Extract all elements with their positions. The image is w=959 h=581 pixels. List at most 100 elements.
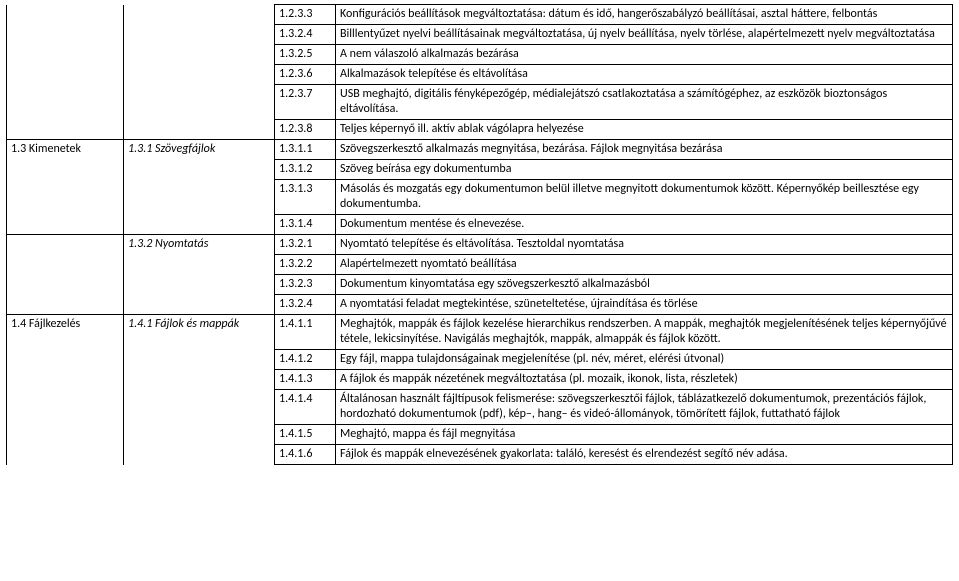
table-row: 1.3.2.5A nem válaszoló alkalmazás bezárá…: [7, 45, 953, 65]
description-cell: Konfigurációs beállítások megváltoztatás…: [336, 5, 953, 25]
table-row: 1.3.1.2Szöveg beírása egy dokumentumba: [7, 160, 953, 180]
code-cell: 1.2.3.7: [275, 85, 336, 120]
table-row: 1.3.2 Nyomtatás1.3.2.1Nyomtató telepítés…: [7, 235, 953, 255]
subcategory-cell: [124, 295, 275, 315]
description-cell: Alkalmazások telepítése és eltávolítása: [336, 65, 953, 85]
table-row: 1.4.1.2Egy fájl, mappa tulajdonságainak …: [7, 350, 953, 370]
category-cell: [7, 275, 124, 295]
category-cell: [7, 160, 124, 180]
table-row: 1.4.1.3A fájlok és mappák nézetének megv…: [7, 370, 953, 390]
code-cell: 1.3.1.1: [275, 140, 336, 160]
description-cell: Alapértelmezett nyomtató beállítása: [336, 255, 953, 275]
description-cell: Dokumentum kinyomtatása egy szövegszerke…: [336, 275, 953, 295]
table-row: 1.3.2.3Dokumentum kinyomtatása egy szöve…: [7, 275, 953, 295]
subcategory-cell: [124, 255, 275, 275]
category-cell: [7, 235, 124, 255]
category-cell: [7, 5, 124, 25]
code-cell: 1.3.1.4: [275, 215, 336, 235]
description-cell: Dokumentum mentése és elnevezése.: [336, 215, 953, 235]
code-cell: 1.3.2.4: [275, 295, 336, 315]
subcategory-cell: [124, 390, 275, 425]
table-row: 1.3.1.4Dokumentum mentése és elnevezése.: [7, 215, 953, 235]
description-cell: Másolás és mozgatás egy dokumentumon bel…: [336, 180, 953, 215]
subcategory-cell: [124, 350, 275, 370]
description-cell: Szövegszerkesztő alkalmazás megnyitása, …: [336, 140, 953, 160]
code-cell: 1.3.2.5: [275, 45, 336, 65]
category-cell: [7, 215, 124, 235]
description-cell: Egy fájl, mappa tulajdonságainak megjele…: [336, 350, 953, 370]
description-cell: Meghajtók, mappák és fájlok kezelése hie…: [336, 315, 953, 350]
category-cell: [7, 65, 124, 85]
category-cell: 1.3 Kimenetek: [7, 140, 124, 160]
table-row: 1.3.2.2Alapértelmezett nyomtató beállítá…: [7, 255, 953, 275]
code-cell: 1.4.1.1: [275, 315, 336, 350]
category-cell: [7, 445, 124, 465]
code-cell: 1.3.1.3: [275, 180, 336, 215]
subcategory-cell: [124, 445, 275, 465]
category-cell: [7, 25, 124, 45]
subcategory-cell: [124, 5, 275, 25]
subcategory-cell: [124, 85, 275, 120]
category-cell: [7, 295, 124, 315]
table-row: 1.3.1.3Másolás és mozgatás egy dokumentu…: [7, 180, 953, 215]
category-cell: [7, 45, 124, 65]
code-cell: 1.2.3.8: [275, 120, 336, 140]
subcategory-cell: 1.3.2 Nyomtatás: [124, 235, 275, 255]
code-cell: 1.4.1.5: [275, 425, 336, 445]
description-cell: Szöveg beírása egy dokumentumba: [336, 160, 953, 180]
category-cell: [7, 120, 124, 140]
content-table: 1.2.3.3Konfigurációs beállítások megvált…: [6, 4, 953, 465]
code-cell: 1.4.1.6: [275, 445, 336, 465]
subcategory-cell: [124, 45, 275, 65]
table-row: 1.2.3.3Konfigurációs beállítások megvált…: [7, 5, 953, 25]
subcategory-cell: [124, 425, 275, 445]
description-cell: USB meghajtó, digitális fényképezőgép, m…: [336, 85, 953, 120]
description-cell: A nyomtatási feladat megtekintése, szüne…: [336, 295, 953, 315]
table-row: 1.3 Kimenetek1.3.1 Szövegfájlok1.3.1.1Sz…: [7, 140, 953, 160]
subcategory-cell: 1.3.1 Szövegfájlok: [124, 140, 275, 160]
code-cell: 1.4.1.3: [275, 370, 336, 390]
category-cell: [7, 390, 124, 425]
code-cell: 1.2.3.3: [275, 5, 336, 25]
code-cell: 1.3.1.2: [275, 160, 336, 180]
code-cell: 1.4.1.2: [275, 350, 336, 370]
table-row: 1.4 Fájlkezelés1.4.1 Fájlok és mappák1.4…: [7, 315, 953, 350]
subcategory-cell: [124, 25, 275, 45]
table-row: 1.4.1.5Meghajtó, mappa és fájl megnyitás…: [7, 425, 953, 445]
subcategory-cell: [124, 160, 275, 180]
category-cell: [7, 350, 124, 370]
code-cell: 1.3.2.2: [275, 255, 336, 275]
subcategory-cell: [124, 65, 275, 85]
code-cell: 1.3.2.1: [275, 235, 336, 255]
description-cell: A nem válaszoló alkalmazás bezárása: [336, 45, 953, 65]
code-cell: 1.4.1.4: [275, 390, 336, 425]
category-cell: [7, 85, 124, 120]
code-cell: 1.3.2.4: [275, 25, 336, 45]
description-cell: Billlentyűzet nyelvi beállításainak megv…: [336, 25, 953, 45]
description-cell: Meghajtó, mappa és fájl megnyitása: [336, 425, 953, 445]
category-cell: 1.4 Fájlkezelés: [7, 315, 124, 350]
subcategory-cell: [124, 215, 275, 235]
category-cell: [7, 180, 124, 215]
description-cell: Teljes képernyő ill. aktív ablak vágólap…: [336, 120, 953, 140]
description-cell: Fájlok és mappák elnevezésének gyakorlat…: [336, 445, 953, 465]
table-row: 1.4.1.4Általánosan használt fájltípusok …: [7, 390, 953, 425]
table-row: 1.3.2.4Billlentyűzet nyelvi beállításain…: [7, 25, 953, 45]
subcategory-cell: 1.4.1 Fájlok és mappák: [124, 315, 275, 350]
description-cell: Nyomtató telepítése és eltávolítása. Tes…: [336, 235, 953, 255]
table-row: 1.2.3.6Alkalmazások telepítése és eltávo…: [7, 65, 953, 85]
subcategory-cell: [124, 370, 275, 390]
table-row: 1.4.1.6Fájlok és mappák elnevezésének gy…: [7, 445, 953, 465]
table-row: 1.2.3.8Teljes képernyő ill. aktív ablak …: [7, 120, 953, 140]
category-cell: [7, 425, 124, 445]
subcategory-cell: [124, 120, 275, 140]
description-cell: Általánosan használt fájltípusok felisme…: [336, 390, 953, 425]
category-cell: [7, 370, 124, 390]
code-cell: 1.2.3.6: [275, 65, 336, 85]
table-row: 1.3.2.4A nyomtatási feladat megtekintése…: [7, 295, 953, 315]
description-cell: A fájlok és mappák nézetének megváltozta…: [336, 370, 953, 390]
code-cell: 1.3.2.3: [275, 275, 336, 295]
table-row: 1.2.3.7USB meghajtó, digitális fényképez…: [7, 85, 953, 120]
subcategory-cell: [124, 275, 275, 295]
category-cell: [7, 255, 124, 275]
